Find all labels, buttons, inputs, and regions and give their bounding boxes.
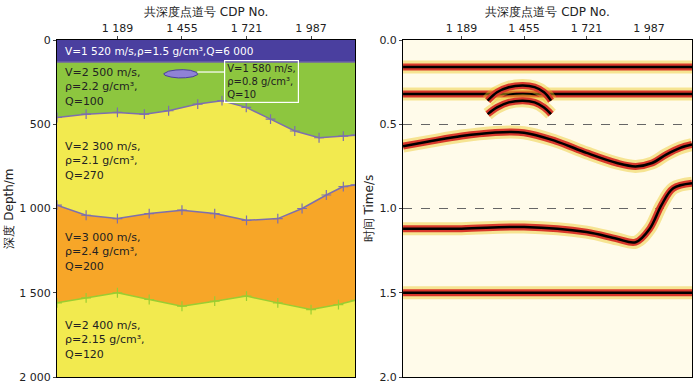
svg-text:1.5: 1.5 <box>379 287 397 300</box>
svg-text:深度 Depth/m: 深度 Depth/m <box>2 168 16 248</box>
svg-text:V=3 000 m/s,ρ=2.4 g/cm³,Q=200: V=3 000 m/s,ρ=2.4 g/cm³,Q=200 <box>65 231 140 273</box>
svg-text:1 721: 1 721 <box>231 22 263 35</box>
svg-text:1 455: 1 455 <box>166 22 198 35</box>
svg-text:1 500: 1 500 <box>19 287 51 300</box>
svg-text:1 000: 1 000 <box>19 202 51 215</box>
svg-text:V=1 520 m/s,ρ=1.5 g/cm³,Q=6 00: V=1 520 m/s,ρ=1.5 g/cm³,Q=6 000 <box>65 45 253 57</box>
svg-text:1 455: 1 455 <box>508 22 540 35</box>
svg-text:0.0: 0.0 <box>379 34 397 47</box>
svg-text:500: 500 <box>30 118 51 131</box>
svg-text:共深度点道号 CDP No.: 共深度点道号 CDP No. <box>144 5 268 19</box>
svg-text:共深度点道号 CDP No.: 共深度点道号 CDP No. <box>485 5 609 19</box>
svg-text:V=2 400 m/s,ρ=2.15 g/cm³,Q=120: V=2 400 m/s,ρ=2.15 g/cm³,Q=120 <box>65 319 145 361</box>
svg-text:2 000: 2 000 <box>19 371 51 384</box>
svg-text:V=2 300 m/s,ρ=2.1 g/cm³,Q=270: V=2 300 m/s,ρ=2.1 g/cm³,Q=270 <box>65 140 140 182</box>
svg-text:1 987: 1 987 <box>295 22 327 35</box>
svg-text:1.0: 1.0 <box>379 202 397 215</box>
svg-text:0.5: 0.5 <box>379 118 397 131</box>
svg-text:0: 0 <box>44 34 51 47</box>
svg-text:1 189: 1 189 <box>102 22 134 35</box>
svg-text:V=2 500 m/s,ρ=2.2 g/cm³,Q=100: V=2 500 m/s,ρ=2.2 g/cm³,Q=100 <box>65 66 140 108</box>
svg-text:V=1 580 m/s,ρ=0.8 g/cm³,Q=10: V=1 580 m/s,ρ=0.8 g/cm³,Q=10 <box>227 63 296 100</box>
svg-text:2.0: 2.0 <box>379 371 397 384</box>
svg-text:时间 Time/s: 时间 Time/s <box>362 175 376 242</box>
svg-text:1 721: 1 721 <box>571 22 603 35</box>
svg-text:1 987: 1 987 <box>633 22 665 35</box>
svg-text:1 189: 1 189 <box>446 22 478 35</box>
